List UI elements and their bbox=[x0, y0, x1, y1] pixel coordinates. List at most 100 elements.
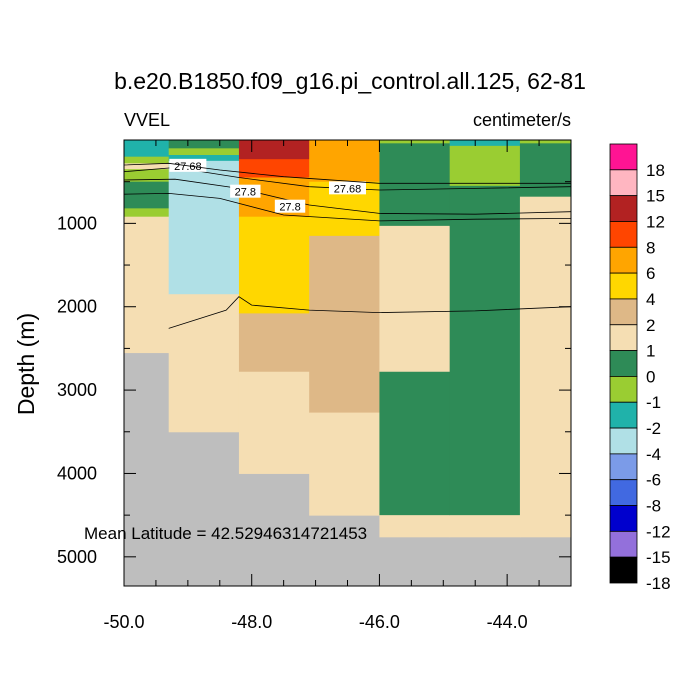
heatmap-cell bbox=[449, 225, 521, 516]
y-tick-label: 1000 bbox=[57, 213, 97, 233]
heatmap-cell bbox=[124, 140, 170, 158]
colorbar-legend: 18 15 12 8 6 4 2 1 0 -1 -2 -4 -6 -8 -12 -15 -18 bbox=[609, 143, 671, 593]
colorbar-label: 1 bbox=[646, 342, 655, 361]
colorbar-label: -6 bbox=[646, 471, 661, 490]
colorbar-swatch bbox=[609, 530, 638, 558]
heatmap-cell bbox=[449, 515, 521, 538]
colorbar-label: 8 bbox=[646, 238, 655, 257]
colorbar-label: 15 bbox=[646, 187, 665, 206]
y-axis: 1000 2000 3000 4000 5000 bbox=[57, 181, 571, 567]
heatmap-cell bbox=[449, 185, 521, 227]
colorbar-label: -4 bbox=[646, 445, 661, 464]
colorbar-label: 2 bbox=[646, 316, 655, 335]
colorbar-swatch bbox=[609, 505, 638, 532]
contour-label: 27.8 bbox=[235, 187, 256, 199]
y-tick-label: 5000 bbox=[57, 547, 97, 567]
colorbar-swatch bbox=[609, 324, 638, 351]
colorbar-swatch bbox=[609, 556, 638, 584]
colorbar-swatch bbox=[609, 246, 638, 274]
y-tick-label: 2000 bbox=[57, 297, 97, 317]
colorbar-label: 4 bbox=[646, 290, 655, 309]
colorbar-label: 6 bbox=[646, 264, 655, 283]
heatmap-cell bbox=[124, 208, 170, 218]
contour-label-bg bbox=[169, 158, 207, 172]
contour-label: 27.68 bbox=[174, 161, 202, 173]
colorbar-label: 12 bbox=[646, 212, 665, 231]
heatmap-cell bbox=[519, 140, 572, 144]
colorbar-swatch bbox=[609, 453, 638, 481]
heatmap-cell bbox=[379, 515, 451, 538]
heatmap-cell bbox=[124, 216, 170, 354]
x-tick-label: -48.0 bbox=[231, 612, 272, 632]
heatmap-cell bbox=[168, 140, 240, 149]
heatmap-cell bbox=[238, 159, 310, 179]
heatmap-cell bbox=[124, 181, 170, 209]
mean-latitude-annotation: Mean Latitude = 42.52946314721453 bbox=[84, 524, 367, 543]
heatmap-cell bbox=[309, 313, 380, 414]
variable-label: VVEL bbox=[124, 110, 170, 130]
colorbar-label: -12 bbox=[646, 522, 671, 541]
colorbar-swatch bbox=[609, 427, 638, 455]
colorbar-swatch bbox=[609, 143, 638, 171]
contour-label-bg bbox=[329, 181, 366, 195]
y-tick-label: 3000 bbox=[57, 380, 97, 400]
heatmap-cell bbox=[238, 313, 310, 373]
heatmap-cell bbox=[309, 412, 380, 516]
heatmap-cell bbox=[124, 169, 170, 183]
heatmap-cell bbox=[124, 163, 170, 170]
colorbar-label: 18 bbox=[646, 161, 665, 180]
colorbar-label: -15 bbox=[646, 548, 671, 567]
heatmap-cell bbox=[379, 225, 451, 373]
colorbar-label: -1 bbox=[646, 393, 661, 412]
colorbar-swatch bbox=[609, 350, 638, 377]
contour-line bbox=[123, 178, 572, 215]
heatmap-cell bbox=[519, 143, 572, 198]
heatmap-cell bbox=[379, 371, 451, 516]
heatmap-cell bbox=[238, 140, 310, 160]
x-axis: -50.0 -48.0 -46.0 -44.0 bbox=[103, 140, 572, 632]
heatmap-cell bbox=[168, 160, 240, 295]
contour-label: 27.8 bbox=[279, 202, 300, 214]
heatmap-cell bbox=[449, 145, 521, 187]
colorbar-swatch bbox=[609, 195, 638, 222]
x-tick-label: -50.0 bbox=[103, 612, 144, 632]
contour-label: 27.68 bbox=[334, 183, 362, 195]
heatmap-cell bbox=[309, 140, 380, 183]
contour-line bbox=[123, 192, 572, 222]
x-tick-label: -46.0 bbox=[359, 612, 400, 632]
colorbar-swatch bbox=[609, 272, 638, 300]
colorbar-swatch bbox=[609, 376, 638, 403]
heatmap-cell bbox=[168, 294, 240, 433]
y-axis-label: Depth (m) bbox=[13, 313, 39, 415]
units-label: centimeter/s bbox=[473, 110, 571, 130]
contour-line bbox=[168, 296, 572, 329]
heatmap-cell bbox=[309, 235, 380, 314]
heatmap-cell bbox=[449, 140, 521, 147]
heatmap-cell bbox=[124, 156, 170, 164]
colorbar-swatch bbox=[609, 221, 638, 248]
heatmap-cell bbox=[379, 143, 451, 227]
contour-label-bg bbox=[274, 199, 306, 213]
heatmap-cell bbox=[168, 148, 240, 156]
heatmap-cell bbox=[168, 155, 240, 162]
colorbar-swatch bbox=[609, 298, 638, 326]
heatmap-cell bbox=[519, 196, 572, 538]
chart-title: b.e20.B1850.f09_g16.pi_control.all.125, … bbox=[114, 68, 586, 94]
colorbar-label: -8 bbox=[646, 497, 661, 516]
heatmap-cell bbox=[379, 140, 451, 144]
colorbar-swatch bbox=[609, 479, 638, 506]
colorbar-label: -18 bbox=[646, 574, 671, 593]
colorbar-label: -2 bbox=[646, 419, 661, 438]
contour-lines: 27.68 27.68 27.8 27.8 bbox=[123, 158, 572, 329]
x-tick-label: -44.0 bbox=[487, 612, 528, 632]
colorbar-swatch bbox=[609, 401, 638, 429]
y-tick-label: 4000 bbox=[57, 463, 97, 483]
heatmap-cell bbox=[238, 371, 310, 474]
contour-label-bg bbox=[230, 184, 261, 198]
contour-line bbox=[123, 162, 571, 184]
heatmap-cells bbox=[124, 140, 572, 538]
heatmap-cell bbox=[238, 216, 310, 314]
colorbar-swatch bbox=[609, 169, 638, 197]
colorbar-label: 0 bbox=[646, 367, 655, 386]
